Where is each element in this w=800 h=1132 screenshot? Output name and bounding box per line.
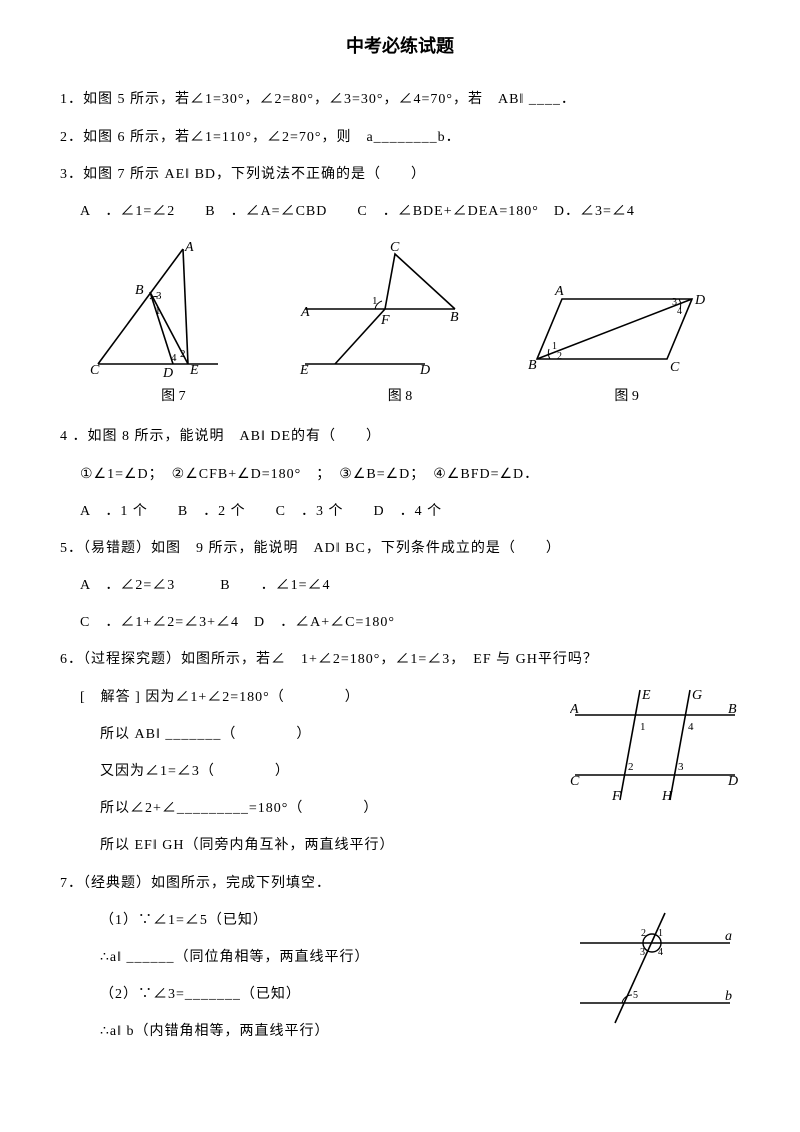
- svg-text:2: 2: [180, 348, 186, 360]
- figures-row: A B C D E 3 1 2 4 A: [60, 239, 740, 379]
- svg-text:E: E: [189, 363, 199, 378]
- svg-text:D: D: [694, 293, 705, 308]
- svg-text:C: C: [90, 363, 100, 378]
- svg-text:1: 1: [155, 305, 161, 317]
- svg-text:a: a: [725, 929, 732, 944]
- svg-text:A: A: [184, 240, 194, 255]
- question-4-stem: 4 ．如图 8 所示，能说明 AB‖ DE的有（ ）: [60, 424, 740, 449]
- svg-text:3: 3: [156, 290, 162, 302]
- svg-text:D: D: [419, 363, 430, 378]
- q6-line3: 又因为∠1=∠3（ ）: [60, 759, 550, 784]
- caption-8: 图 8: [388, 384, 413, 409]
- svg-text:D: D: [162, 366, 173, 379]
- question-6-stem: 6．（过程探究题）如图所示，若∠ 1+∠2=180°，∠1=∠3， EF 与 G…: [60, 647, 740, 672]
- svg-text:E: E: [641, 688, 651, 703]
- figure-7: A B C D E 3 1 2 4: [88, 239, 238, 379]
- question-2: 2．如图 6 所示，若∠1=110°，∠2=70°，则 a________b．: [60, 125, 740, 150]
- svg-text:4: 4: [677, 306, 682, 317]
- q7-line3: （2）∵∠3=_______（已知）: [60, 982, 550, 1007]
- q6-line4: 所以∠2+∠_________=180°（ ）: [60, 796, 550, 821]
- figure-q7: a b 2 1 3 4 5: [570, 908, 740, 1028]
- question-7-stem: 7．（经典题）如图所示，完成下列填空．: [60, 871, 740, 896]
- svg-text:4: 4: [688, 721, 694, 733]
- svg-text:D: D: [727, 774, 738, 789]
- svg-text:H: H: [661, 789, 673, 804]
- svg-text:C: C: [670, 360, 680, 375]
- q7-line4: ∴a‖ b（内错角相等，两直线平行）: [60, 1019, 550, 1044]
- question-5-opt-ab: A ．∠2=∠3 B ．∠1=∠4: [60, 573, 740, 598]
- svg-text:F: F: [611, 789, 621, 804]
- question-3-stem: 3．如图 7 所示 AE‖ BD，下列说法不正确的是（ ）: [60, 162, 740, 187]
- svg-text:2: 2: [641, 928, 646, 939]
- figure-8: A C B F E D 1: [295, 239, 465, 379]
- svg-text:5: 5: [633, 990, 638, 1001]
- q6-line1: [ 解答 ] 因为∠1+∠2=180°（ ）: [60, 685, 550, 710]
- svg-text:C: C: [390, 240, 400, 255]
- svg-text:1: 1: [658, 928, 663, 939]
- svg-text:3: 3: [678, 761, 684, 773]
- svg-text:C: C: [570, 774, 580, 789]
- svg-text:4: 4: [171, 352, 177, 364]
- svg-text:B: B: [135, 283, 144, 298]
- svg-text:1: 1: [640, 721, 646, 733]
- question-4-conditions: ①∠1=∠D； ②∠CFB+∠D=180° ； ③∠B=∠D； ④∠BFD=∠D…: [60, 462, 740, 487]
- question-4-options: A ．1 个 B ．2 个 C ．3 个 D ．4 个: [60, 499, 740, 524]
- svg-text:B: B: [528, 358, 537, 373]
- svg-text:b: b: [725, 989, 732, 1004]
- svg-text:E: E: [299, 363, 309, 378]
- question-5-stem: 5．（易错题）如图 9 所示，能说明 AD‖ BC，下列条件成立的是（ ）: [60, 536, 740, 561]
- q6-line2: 所以 AB‖ _______（ ）: [60, 722, 550, 747]
- svg-text:B: B: [450, 310, 459, 325]
- svg-text:G: G: [692, 688, 702, 703]
- svg-text:A: A: [300, 305, 310, 320]
- svg-text:F: F: [380, 313, 390, 328]
- figure-captions: 图 7 图 8 图 9: [60, 384, 740, 409]
- svg-text:2: 2: [628, 761, 634, 773]
- figure-q6: A B C D E G F H 1 4 2 3: [570, 685, 740, 805]
- question-1: 1．如图 5 所示，若∠1=30°，∠2=80°，∠3=30°，∠4=70°，若…: [60, 87, 740, 112]
- page-title: 中考必练试题: [60, 30, 740, 62]
- svg-text:2: 2: [557, 351, 562, 362]
- q7-line1: （1）∵∠1=∠5（已知）: [60, 908, 550, 933]
- svg-text:3: 3: [640, 947, 645, 958]
- q6-line5: 所以 EF‖ GH（同旁内角互补，两直线平行）: [60, 833, 550, 858]
- figure-9: A D B C 3 4 1 2: [522, 279, 712, 379]
- svg-text:4: 4: [658, 947, 663, 958]
- caption-9: 图 9: [614, 384, 639, 409]
- svg-text:A: A: [554, 284, 564, 299]
- caption-7: 图 7: [161, 384, 186, 409]
- svg-text:B: B: [728, 702, 737, 717]
- question-5-opt-cd: C ．∠1+∠2=∠3+∠4 D ．∠A+∠C=180°: [60, 610, 740, 635]
- q7-line2: ∴a‖ ______（同位角相等，两直线平行）: [60, 945, 550, 970]
- question-3-options: A ．∠1=∠2 B ．∠A=∠CBD C ．∠BDE+∠DEA=180° D．…: [60, 199, 740, 224]
- svg-text:A: A: [570, 702, 579, 717]
